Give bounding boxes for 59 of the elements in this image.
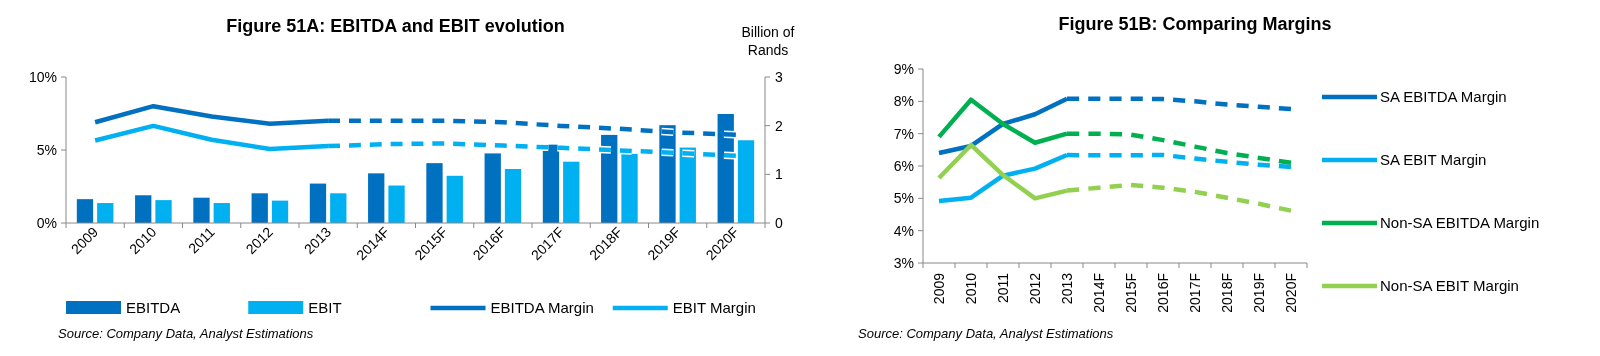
bar [563, 161, 580, 223]
bar [484, 153, 501, 223]
y2-axis-title: Billion of Rands [741, 24, 795, 59]
y-tick-label: 5% [893, 190, 914, 207]
bar [426, 163, 443, 223]
chart-title: Figure 51B: Comparing Margins [1058, 14, 1332, 34]
chart-title: Figure 51A: EBITDA and EBIT evolution [226, 16, 565, 36]
legend-label: Non-SA EBIT Margin [1380, 277, 1519, 295]
x-tick-label: 2009 [931, 272, 947, 305]
y-tick-label: 0% [36, 214, 57, 231]
bar [135, 195, 152, 223]
y2-tick-label: 0 [775, 214, 783, 231]
y2-tick-label: 3 [775, 68, 783, 85]
x-tick-label: 2011 [995, 272, 1011, 304]
bar [542, 144, 560, 223]
x-tick-label: 2019F [1251, 273, 1267, 313]
y-tick-label: 9% [893, 60, 914, 77]
x-tick-label: 2017F [1187, 273, 1203, 313]
bar [309, 183, 327, 223]
x-tick-label: 2018F [1219, 273, 1235, 313]
source-note: Source: Company Data, Analyst Estimations [858, 326, 1114, 341]
x-tick-label: 2016F [1155, 273, 1171, 313]
legend-label: Non-SA EBITDA Margin [1380, 214, 1540, 232]
y2-tick-label: 2 [775, 117, 783, 134]
bar [76, 199, 94, 223]
x-tick-label: 2020F [1283, 273, 1299, 313]
legend-label: EBIT Margin [672, 299, 756, 317]
x-tick-label: 2012 [1027, 272, 1043, 305]
bar [271, 200, 289, 223]
legend-label: EBITDA [126, 299, 181, 317]
y-tick-label: 10% [28, 68, 57, 85]
x-tick-label: 2014F [1091, 273, 1107, 313]
y-tick-label: 3% [893, 254, 914, 271]
legend-label: EBITDA Margin [490, 299, 594, 317]
x-tick-label: 2010 [963, 272, 979, 305]
source-note: Source: Company Data, Analyst Estimations [58, 326, 314, 341]
bar [193, 197, 210, 223]
legend-label: EBIT [308, 299, 342, 317]
bar [97, 203, 114, 223]
x-tick-label: 2013 [1059, 272, 1075, 305]
y2-tick-label: 1 [775, 166, 783, 183]
y-tick-label: 4% [893, 222, 914, 239]
y-tick-label: 7% [893, 125, 914, 142]
bar [251, 193, 268, 223]
bar [446, 175, 463, 223]
y-tick-label: 6% [893, 157, 914, 174]
bar [601, 134, 618, 223]
bar [213, 203, 230, 223]
bar [388, 185, 405, 223]
bar [504, 168, 522, 223]
legend-label: SA EBITDA Margin [1380, 88, 1507, 106]
bar [737, 140, 755, 223]
x-tick-label: 2015F [1123, 273, 1139, 313]
y-tick-label: 8% [893, 93, 914, 110]
legend-label: SA EBIT Margin [1380, 151, 1487, 169]
bar [330, 193, 347, 223]
bar [368, 173, 385, 223]
bar [155, 200, 172, 223]
y-tick-label: 5% [36, 141, 57, 158]
